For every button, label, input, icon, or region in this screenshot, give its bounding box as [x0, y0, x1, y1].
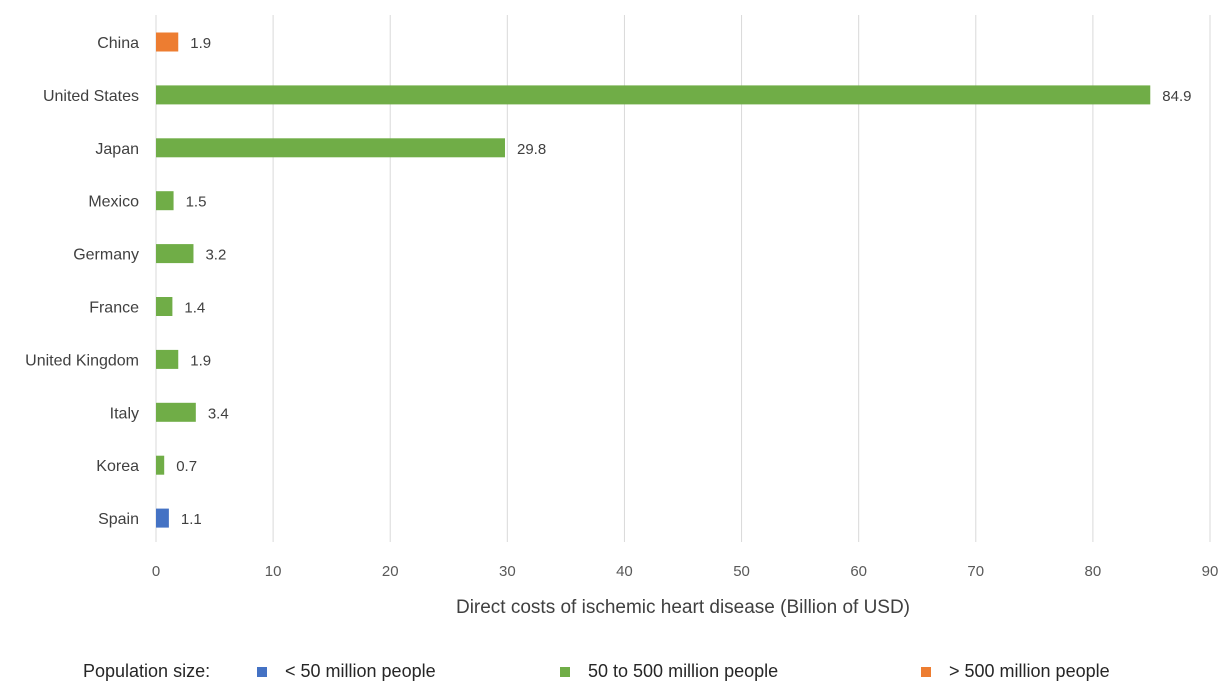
- x-tick-label: 60: [850, 563, 867, 580]
- legend: Population size: < 50 million people 50 …: [0, 656, 1221, 686]
- data-label: 1.4: [184, 300, 205, 317]
- category-label: Italy: [110, 405, 139, 422]
- x-tick-label: 20: [382, 563, 399, 580]
- x-tick-label: 50: [733, 563, 750, 580]
- data-label: 84.9: [1162, 88, 1191, 105]
- x-tick-label: 90: [1202, 563, 1219, 580]
- bar: [156, 402, 196, 422]
- category-labels: China United States Japan Mexico Germany Fran…: [25, 35, 139, 528]
- data-label: 1.1: [181, 511, 202, 528]
- bar: [156, 349, 179, 369]
- legend-label-large: > 500 million people: [949, 661, 1110, 681]
- legend-swatch-medium: [560, 666, 570, 677]
- legend-label-medium: 50 to 500 million people: [588, 661, 779, 681]
- legend-swatch-small: [257, 666, 267, 677]
- data-label: 3.4: [208, 405, 229, 422]
- x-tick-label: 0: [152, 563, 160, 580]
- x-tick-label: 40: [616, 563, 633, 580]
- data-label: 29.8: [517, 141, 546, 158]
- data-label: 1.9: [190, 35, 211, 52]
- legend-item-large: > 500 million people: [921, 661, 1110, 682]
- category-label: United States: [43, 88, 139, 105]
- value-labels: 1.9 84.9 29.8 1.5 3.2 1.4 1.9 3.4 0.7 1.1: [176, 35, 1191, 528]
- category-label: Mexico: [88, 194, 139, 211]
- bar: [156, 138, 505, 158]
- data-label: 0.7: [176, 458, 197, 475]
- legend-item-small: < 50 million people: [257, 661, 436, 682]
- bar-chart: China United States Japan Mexico Germany Fran…: [25, 15, 1219, 618]
- x-tick-label: 70: [967, 563, 984, 580]
- legend-swatch-large: [921, 666, 931, 677]
- data-label: 3.2: [205, 247, 226, 264]
- bar: [156, 191, 174, 211]
- bar: [156, 244, 194, 264]
- bar: [156, 508, 169, 528]
- x-tick-label: 80: [1085, 563, 1102, 580]
- legend-item-medium: 50 to 500 million people: [560, 661, 778, 682]
- category-label: United Kingdom: [25, 352, 139, 369]
- category-label: Spain: [98, 511, 139, 528]
- bar: [156, 455, 165, 475]
- category-label: France: [89, 300, 139, 317]
- category-label: Japan: [95, 141, 139, 158]
- legend-title: Population size:: [83, 661, 211, 681]
- legend-label-small: < 50 million people: [285, 661, 436, 681]
- x-tick-labels: 0 10 20 30 40 50 60 70 80 90: [152, 563, 1219, 580]
- bar: [156, 32, 179, 52]
- x-axis-title: Direct costs of ischemic heart disease (…: [456, 597, 910, 618]
- bar: [156, 297, 173, 316]
- x-tick-label: 30: [499, 563, 516, 580]
- category-label: Korea: [96, 458, 139, 475]
- data-label: 1.9: [190, 352, 211, 369]
- category-label: China: [97, 35, 139, 52]
- bar: [156, 85, 1151, 105]
- bars: [156, 32, 1151, 528]
- data-label: 1.5: [186, 194, 207, 211]
- x-tick-label: 10: [265, 563, 282, 580]
- category-label: Germany: [73, 247, 139, 264]
